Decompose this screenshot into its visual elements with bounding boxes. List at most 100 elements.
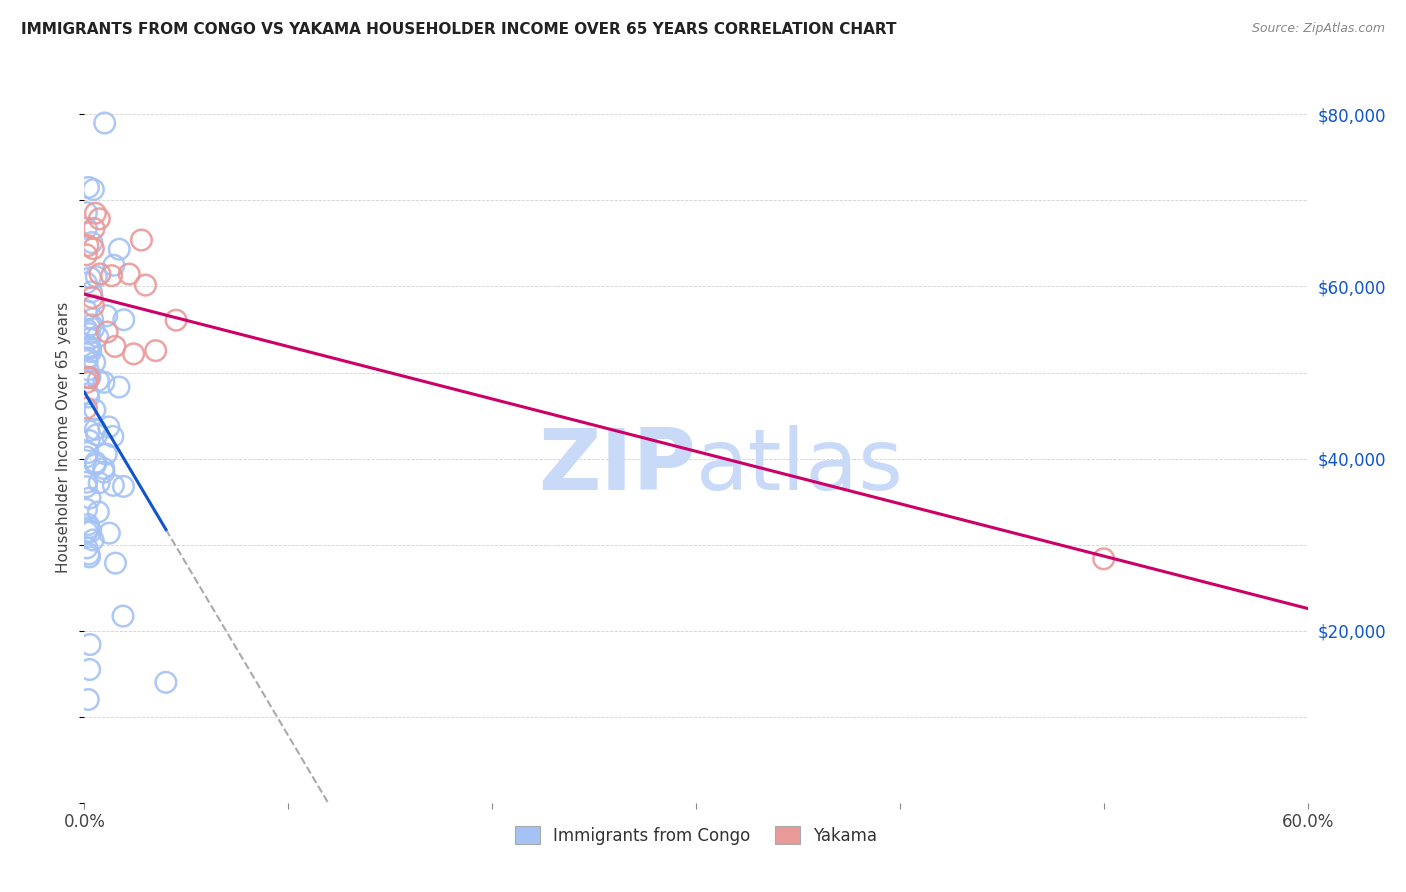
Point	[79, 491, 101, 505]
Point	[82, 312, 104, 326]
Point	[77, 386, 100, 401]
Point	[135, 278, 157, 293]
Point	[93, 461, 115, 475]
Point	[77, 445, 100, 459]
Point	[84, 458, 107, 472]
Point	[80, 344, 103, 359]
Point	[82, 242, 104, 256]
Point	[87, 373, 110, 387]
Point	[104, 556, 127, 570]
Point	[75, 248, 97, 262]
Point	[77, 434, 100, 448]
Point	[103, 258, 125, 272]
Point	[89, 211, 111, 226]
Point	[77, 370, 100, 384]
Point	[77, 326, 100, 341]
Text: IMMIGRANTS FROM CONGO VS YAKAMA HOUSEHOLDER INCOME OVER 65 YEARS CORRELATION CHA: IMMIGRANTS FROM CONGO VS YAKAMA HOUSEHOL…	[21, 22, 897, 37]
Point	[79, 638, 101, 652]
Point	[82, 291, 104, 305]
Point	[77, 238, 100, 252]
Point	[77, 517, 100, 532]
Text: Source: ZipAtlas.com: Source: ZipAtlas.com	[1251, 22, 1385, 36]
Point	[82, 183, 104, 197]
Point	[79, 663, 101, 677]
Point	[82, 299, 104, 313]
Point	[1092, 551, 1115, 566]
Point	[77, 521, 100, 535]
Point	[122, 347, 145, 361]
Text: atlas: atlas	[696, 425, 904, 508]
Point	[98, 526, 121, 541]
Point	[93, 376, 115, 390]
Point	[79, 549, 101, 564]
Point	[84, 206, 107, 220]
Point	[82, 533, 104, 547]
Point	[79, 332, 101, 346]
Point	[76, 376, 98, 390]
Point	[77, 180, 100, 194]
Point	[77, 340, 100, 354]
Point	[80, 235, 103, 250]
Point	[77, 363, 100, 377]
Point	[155, 675, 177, 690]
Point	[93, 465, 115, 479]
Point	[111, 609, 134, 624]
Point	[145, 343, 167, 358]
Point	[79, 370, 101, 384]
Point	[93, 116, 115, 130]
Point	[104, 339, 127, 353]
Point	[76, 475, 98, 490]
Text: ZIP: ZIP	[538, 425, 696, 508]
Point	[75, 502, 97, 516]
Point	[96, 447, 118, 461]
Point	[75, 322, 97, 336]
Point	[75, 480, 97, 494]
Y-axis label: Householder Income Over 65 years: Householder Income Over 65 years	[56, 301, 72, 573]
Point	[86, 329, 108, 343]
Point	[79, 341, 101, 355]
Point	[79, 342, 101, 356]
Point	[103, 478, 125, 492]
Point	[79, 270, 101, 285]
Point	[84, 422, 107, 436]
Point	[75, 401, 97, 416]
Point	[75, 221, 97, 235]
Point	[77, 370, 100, 384]
Point	[96, 325, 118, 339]
Point	[80, 318, 103, 332]
Point	[131, 233, 153, 247]
Point	[87, 505, 110, 519]
Point	[77, 547, 100, 561]
Point	[112, 312, 135, 326]
Point	[118, 267, 141, 281]
Point	[75, 276, 97, 290]
Point	[84, 269, 107, 284]
Point	[83, 355, 105, 369]
Point	[75, 303, 97, 318]
Point	[84, 455, 107, 469]
Point	[76, 353, 98, 368]
Point	[89, 475, 111, 490]
Point	[89, 267, 111, 281]
Point	[83, 321, 105, 335]
Point	[108, 242, 131, 256]
Point	[101, 429, 124, 443]
Point	[80, 285, 103, 299]
Point	[112, 479, 135, 493]
Point	[108, 380, 131, 394]
Point	[165, 313, 187, 327]
Legend: Immigrants from Congo, Yakama: Immigrants from Congo, Yakama	[506, 818, 886, 853]
Point	[77, 692, 100, 706]
Point	[100, 268, 122, 283]
Point	[83, 221, 105, 235]
Point	[77, 390, 100, 404]
Point	[75, 450, 97, 464]
Point	[86, 427, 108, 442]
Point	[76, 541, 98, 555]
Point	[79, 524, 101, 539]
Point	[77, 424, 100, 438]
Point	[75, 205, 97, 219]
Point	[83, 403, 105, 417]
Point	[76, 351, 98, 365]
Point	[96, 309, 118, 323]
